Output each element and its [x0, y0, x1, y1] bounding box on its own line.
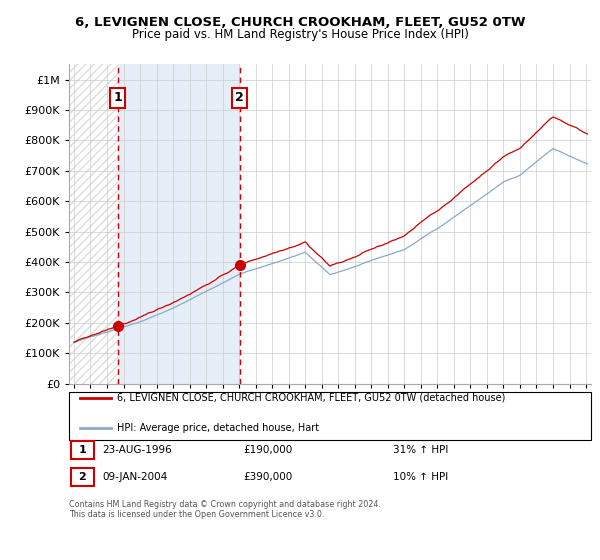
Text: 2: 2	[235, 91, 244, 104]
Text: £390,000: £390,000	[243, 472, 292, 482]
Text: 1: 1	[113, 91, 122, 104]
Text: Contains HM Land Registry data © Crown copyright and database right 2024.
This d: Contains HM Land Registry data © Crown c…	[69, 500, 381, 519]
Text: Price paid vs. HM Land Registry's House Price Index (HPI): Price paid vs. HM Land Registry's House …	[131, 28, 469, 41]
Text: 1: 1	[79, 445, 86, 455]
Text: 6, LEVIGNEN CLOSE, CHURCH CROOKHAM, FLEET, GU52 0TW: 6, LEVIGNEN CLOSE, CHURCH CROOKHAM, FLEE…	[75, 16, 525, 29]
Text: 6, LEVIGNEN CLOSE, CHURCH CROOKHAM, FLEET, GU52 0TW (detached house): 6, LEVIGNEN CLOSE, CHURCH CROOKHAM, FLEE…	[117, 393, 505, 403]
Text: 31% ↑ HPI: 31% ↑ HPI	[393, 445, 448, 455]
Text: 09-JAN-2004: 09-JAN-2004	[102, 472, 167, 482]
Bar	[118, 64, 239, 384]
Text: 23-AUG-1996: 23-AUG-1996	[102, 445, 172, 455]
Text: 2: 2	[79, 472, 86, 482]
Text: £190,000: £190,000	[243, 445, 292, 455]
Bar	[69, 64, 118, 384]
Bar	[69, 64, 118, 384]
Text: HPI: Average price, detached house, Hart: HPI: Average price, detached house, Hart	[117, 423, 319, 433]
Text: 10% ↑ HPI: 10% ↑ HPI	[393, 472, 448, 482]
